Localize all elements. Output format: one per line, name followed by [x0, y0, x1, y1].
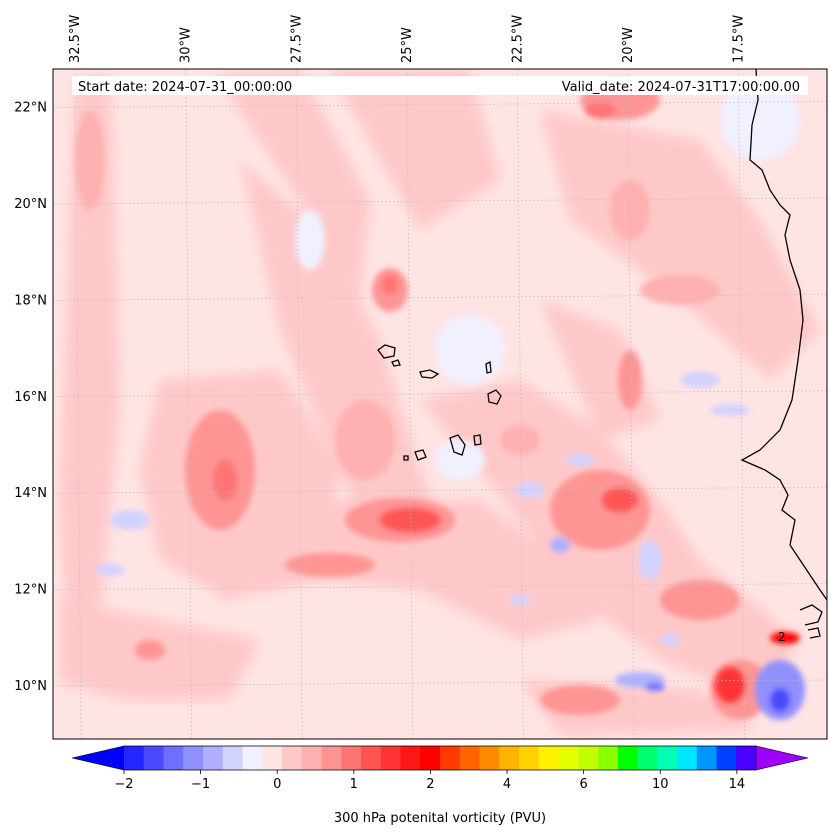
- colorbar-segment: [617, 746, 638, 770]
- cape-verde-santo-antao: [377, 344, 396, 359]
- colorbar-segment: [420, 746, 441, 770]
- longitude-label: 30°W: [179, 27, 194, 63]
- longitude-label: 22.5°W: [510, 15, 525, 63]
- map-frame: [52, 68, 828, 740]
- colorbar-segment: [499, 746, 520, 770]
- colorbar-extend-high: [755, 745, 809, 771]
- colorbar-segment: [696, 746, 717, 770]
- colorbar-segment: [262, 746, 283, 770]
- longitude-label: 20°W: [621, 27, 636, 63]
- colorbar-tick-label: 4: [503, 777, 511, 792]
- longitude-label: 27.5°W: [289, 15, 304, 63]
- pv-field-negative: [95, 80, 805, 720]
- colorbar-segment: [657, 746, 678, 770]
- parallel-line: [53, 101, 827, 108]
- colorbar-segment: [400, 746, 421, 770]
- colorbar-segment: [183, 746, 204, 770]
- colorbar-segment: [222, 746, 243, 770]
- colorbar-tick-label: 0: [273, 777, 281, 792]
- guinea-coast-islands: [799, 604, 823, 639]
- colorbar-segment: [341, 746, 362, 770]
- latitude-label: 10°N: [14, 679, 47, 694]
- cape-verde-sao-nicolau: [419, 369, 440, 379]
- colorbar-segment: [578, 746, 599, 770]
- cape-verde-sao-vicente: [391, 359, 401, 367]
- colorbar-tick-label: 14: [729, 777, 746, 792]
- coastline: [377, 69, 827, 639]
- parallel-line: [53, 390, 827, 398]
- valid-date-label: Valid_date: 2024-07-31T17:00:00.00: [562, 80, 800, 95]
- colorbar-segment: [124, 746, 145, 770]
- colorbar-segment: [321, 746, 342, 770]
- colorbar-tick-label: 1: [350, 777, 358, 792]
- colorbar-segment: [479, 746, 500, 770]
- colorbar-segment: [143, 746, 164, 770]
- map-gridlines: [53, 69, 827, 739]
- colorbar-segment: [598, 746, 619, 770]
- colorbar-segment: [558, 746, 579, 770]
- cape-verde-santiago: [449, 434, 466, 456]
- date-header-box: [72, 76, 808, 95]
- parallel-line: [53, 294, 827, 301]
- parallel-line: [53, 583, 827, 590]
- colorbar-segment: [380, 746, 401, 770]
- colorbar-segment: [459, 746, 480, 770]
- contour-label: 2: [778, 630, 786, 644]
- colorbar-segment: [242, 746, 263, 770]
- pv-field-strong: [213, 102, 800, 703]
- colorbar-segment: [736, 746, 757, 770]
- colorbar-tick-label: 10: [652, 777, 669, 792]
- colorbar-tick-label: 6: [579, 777, 587, 792]
- latitude-label: 16°N: [14, 390, 47, 405]
- colorbar-segment: [637, 746, 658, 770]
- colorbar-tick-label: 2: [426, 777, 434, 792]
- cape-verde-brava: [403, 455, 409, 461]
- cape-verde-sal: [485, 360, 492, 374]
- latitude-label: 14°N: [14, 486, 47, 501]
- colorbar-segment: [440, 746, 461, 770]
- longitude-labels: 32.5°W 30°W 27.5°W 25°W 22.5°W 20°W 17.5°W: [68, 15, 746, 63]
- colorbar-segment: [203, 746, 224, 770]
- latitude-label: 12°N: [14, 583, 47, 598]
- colorbar: −2 −1 0 1 2 4 6 10 14: [71, 745, 809, 792]
- parallel-line: [53, 679, 827, 687]
- colorbar-segment: [538, 746, 559, 770]
- colorbar-segment: [677, 746, 698, 770]
- latitude-label: 18°N: [14, 293, 47, 308]
- longitude-label: 17.5°W: [732, 15, 747, 63]
- colorbar-segment: [716, 746, 737, 770]
- parallel-line: [53, 197, 827, 205]
- colorbar-extend-low: [71, 745, 125, 771]
- longitude-label: 25°W: [400, 27, 415, 63]
- latitude-label: 20°N: [14, 197, 47, 212]
- colorbar-tick-label: −1: [191, 777, 210, 792]
- colorbar-segment: [282, 746, 303, 770]
- colorbar-title: 300 hPa potenital vorticity (PVU): [334, 811, 546, 826]
- africa-coastline: [740, 69, 827, 601]
- latitude-label: 22°N: [14, 101, 47, 116]
- cape-verde-maio: [473, 434, 482, 446]
- cape-verde-fogo: [414, 449, 427, 461]
- latitude-labels: 22°N 20°N 18°N 16°N 14°N 12°N 10°N: [14, 101, 47, 694]
- longitude-label: 32.5°W: [68, 15, 83, 63]
- colorbar-segment: [163, 746, 184, 770]
- colorbar-tick-label: −2: [114, 777, 133, 792]
- map-area: 2 Start date: 2024-07-31_00:00:00 Valid_…: [53, 69, 827, 739]
- colorbar-segment: [301, 746, 322, 770]
- cape-verde-boa-vista: [487, 389, 502, 405]
- colorbar-segment: [361, 746, 382, 770]
- start-date-label: Start date: 2024-07-31_00:00:00: [78, 80, 292, 95]
- parallel-line: [53, 486, 827, 494]
- colorbar-segment: [519, 746, 540, 770]
